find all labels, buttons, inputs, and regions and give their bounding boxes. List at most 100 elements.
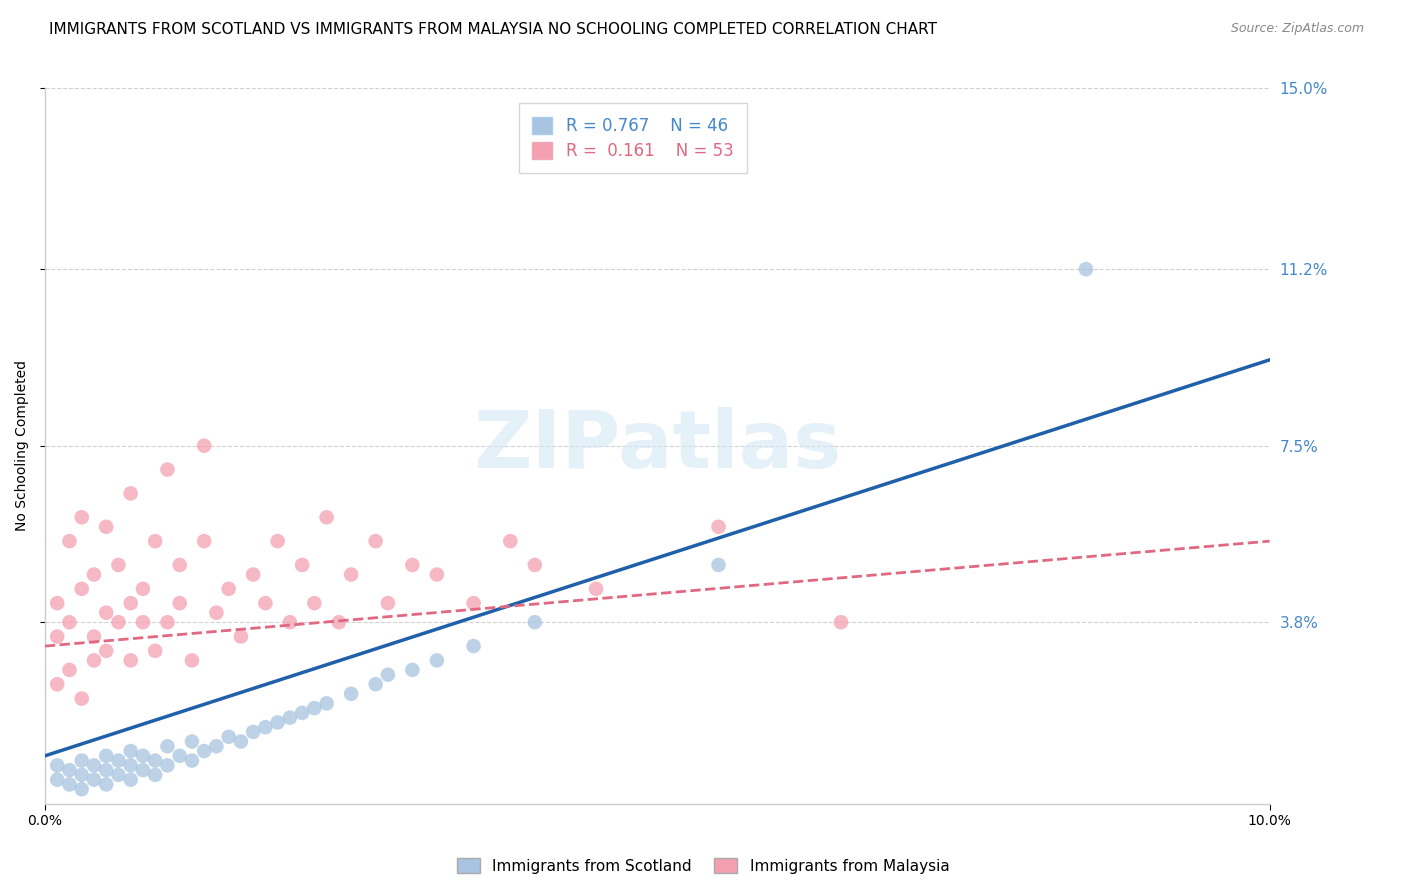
Point [707,520,730,534]
Point [585,582,607,596]
Point [132,582,155,596]
Point [83,758,105,772]
Y-axis label: No Schooling Completed: No Schooling Completed [15,360,30,532]
Point [328,615,350,630]
Point [46,772,69,787]
Legend: R = 0.767    N = 46, R =  0.161    N = 53: R = 0.767 N = 46, R = 0.161 N = 53 [519,103,747,173]
Point [107,615,129,630]
Point [70,768,93,782]
Point [156,739,179,754]
Point [229,630,252,644]
Point [291,706,314,720]
Text: IMMIGRANTS FROM SCOTLAND VS IMMIGRANTS FROM MALAYSIA NO SCHOOLING COMPLETED CORR: IMMIGRANTS FROM SCOTLAND VS IMMIGRANTS F… [49,22,938,37]
Point [181,653,204,667]
Point [83,653,105,667]
Point [143,768,166,782]
Point [96,763,118,777]
Point [315,696,337,710]
Point [169,558,191,572]
Text: ZIPatlas: ZIPatlas [474,407,841,484]
Point [120,744,142,758]
Point [107,768,129,782]
Point [169,748,191,763]
Point [377,596,399,610]
Point [523,615,546,630]
Point [58,777,80,791]
Point [96,777,118,791]
Point [291,558,314,572]
Point [46,677,69,691]
Point [278,711,301,725]
Point [156,615,179,630]
Point [181,754,204,768]
Point [96,606,118,620]
Point [499,534,522,549]
Point [401,663,423,677]
Point [1074,262,1097,277]
Point [58,534,80,549]
Point [96,520,118,534]
Point [70,754,93,768]
Point [46,596,69,610]
Point [463,639,485,653]
Point [156,758,179,772]
Point [143,534,166,549]
Point [304,701,326,715]
Point [70,782,93,797]
Point [107,558,129,572]
Point [156,462,179,476]
Point [58,663,80,677]
Point [401,558,423,572]
Point [340,687,363,701]
Point [120,772,142,787]
Point [169,596,191,610]
Point [46,630,69,644]
Point [218,582,240,596]
Point [193,744,215,758]
Point [523,558,546,572]
Point [364,534,387,549]
Point [426,567,449,582]
Point [120,653,142,667]
Point [193,534,215,549]
Point [70,691,93,706]
Point [364,677,387,691]
Point [83,630,105,644]
Point [229,734,252,748]
Point [132,615,155,630]
Point [218,730,240,744]
Point [143,644,166,658]
Point [107,754,129,768]
Point [96,748,118,763]
Point [83,567,105,582]
Point [830,615,852,630]
Point [132,748,155,763]
Text: Source: ZipAtlas.com: Source: ZipAtlas.com [1230,22,1364,36]
Point [83,772,105,787]
Point [96,644,118,658]
Point [254,596,277,610]
Point [463,596,485,610]
Point [143,754,166,768]
Point [254,720,277,734]
Point [340,567,363,582]
Legend: Immigrants from Scotland, Immigrants from Malaysia: Immigrants from Scotland, Immigrants fro… [450,852,956,880]
Point [266,534,288,549]
Point [426,653,449,667]
Point [193,439,215,453]
Point [120,596,142,610]
Point [242,567,264,582]
Point [46,758,69,772]
Point [181,734,204,748]
Point [304,596,326,610]
Point [120,486,142,500]
Point [242,725,264,739]
Point [70,582,93,596]
Point [278,615,301,630]
Point [132,763,155,777]
Point [70,510,93,524]
Point [205,739,228,754]
Point [120,758,142,772]
Point [205,606,228,620]
Point [315,510,337,524]
